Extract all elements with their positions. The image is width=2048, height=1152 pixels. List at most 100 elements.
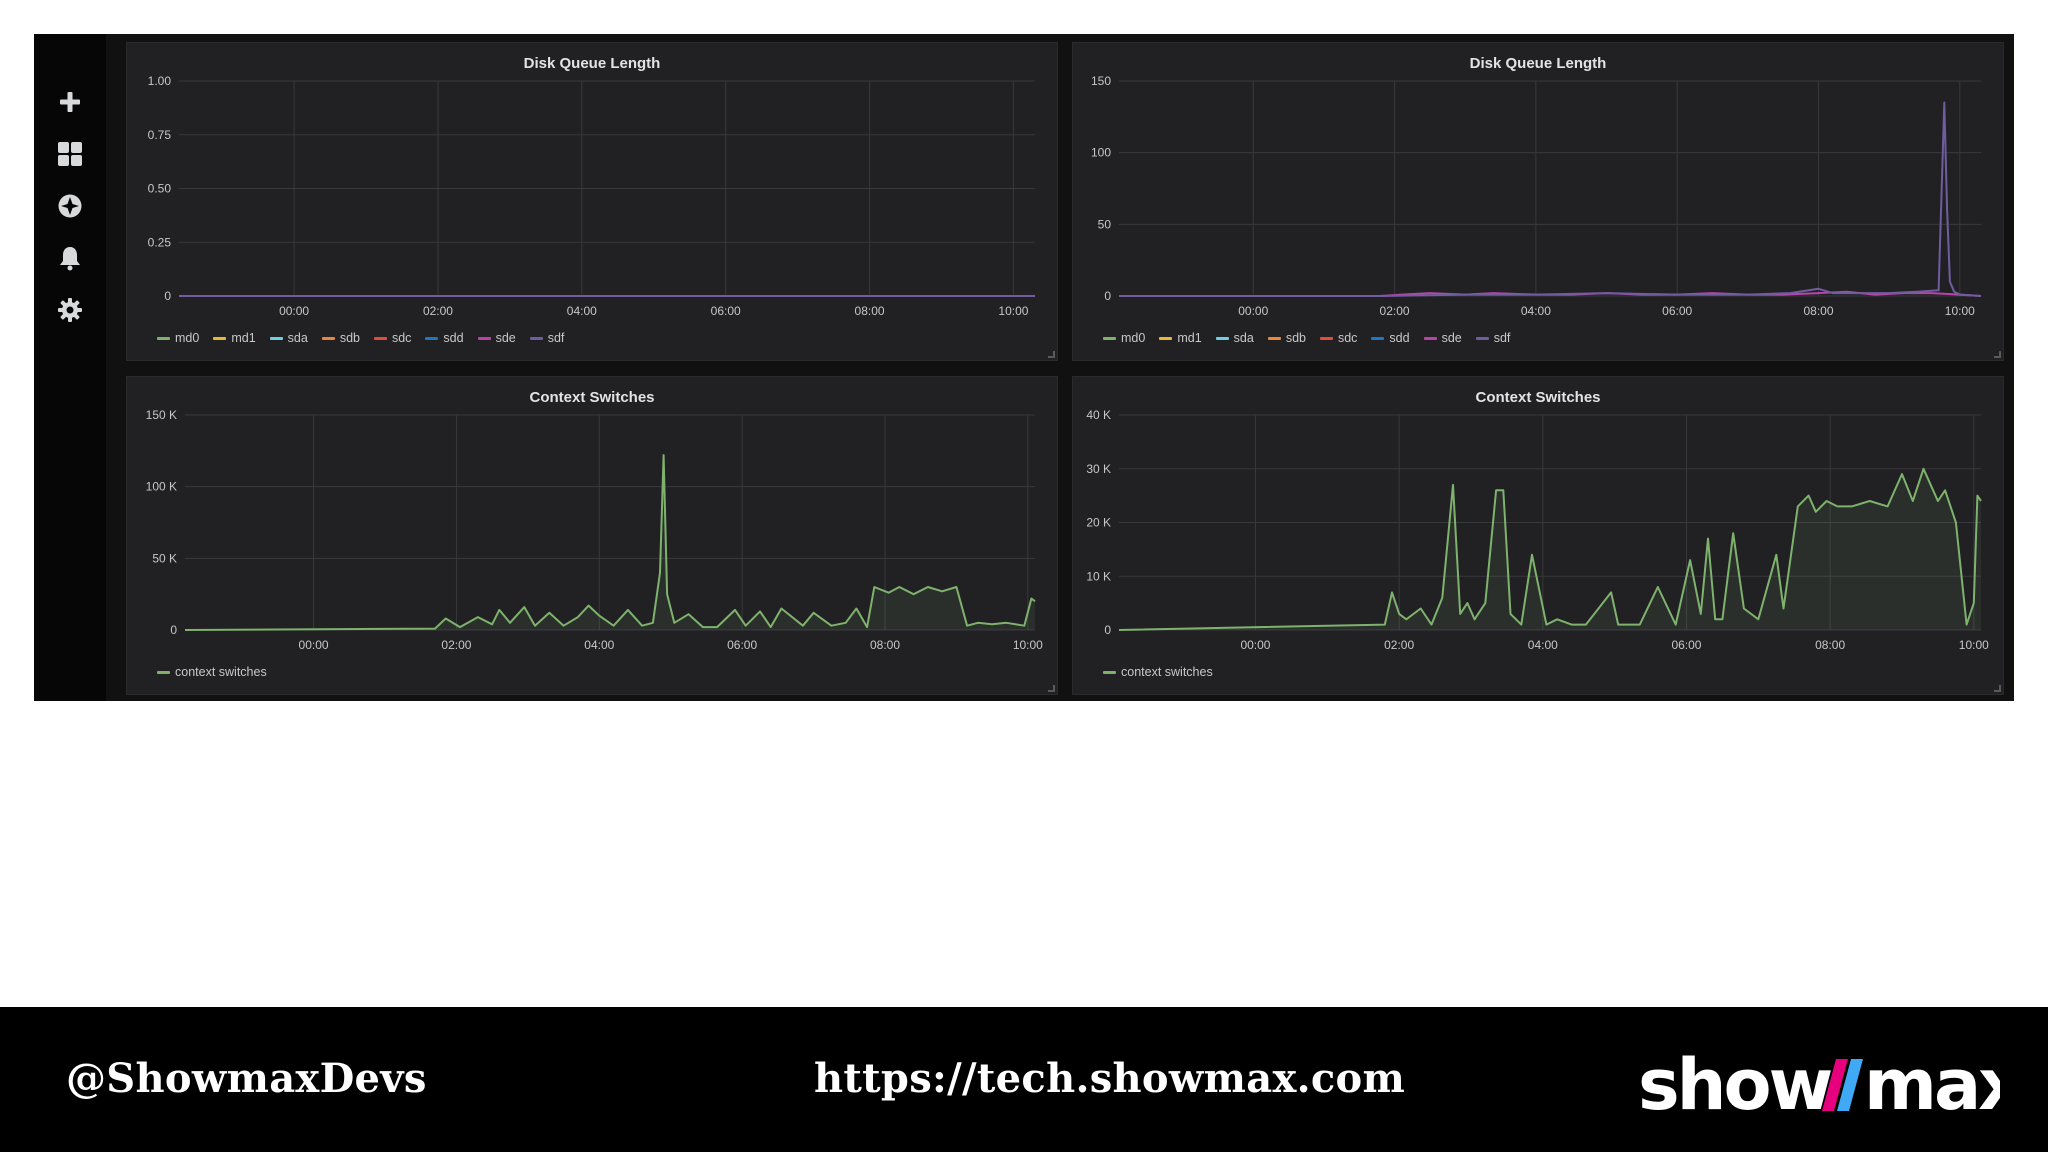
- legend-swatch: [1215, 336, 1229, 340]
- legend-label: sdd: [443, 331, 464, 345]
- legend-item-sdc[interactable]: sdc: [373, 331, 412, 345]
- x-tick-label: 10:00: [1945, 304, 1975, 318]
- x-tick-label: 02:00: [1380, 304, 1410, 318]
- legend-label: context switches: [175, 665, 267, 679]
- legend-label: md1: [231, 331, 256, 345]
- legend-label: sda: [287, 331, 308, 345]
- alerting-bell-icon[interactable]: [54, 242, 86, 274]
- legend-label: sdc: [1337, 331, 1358, 345]
- y-tick-label: 1.00: [148, 74, 172, 88]
- legend-swatch: [321, 336, 335, 340]
- series-line-context-switches[interactable]: [1118, 467, 1982, 631]
- x-tick-label: 04:00: [1528, 638, 1558, 652]
- panel-title[interactable]: Context Switches: [1475, 389, 1601, 406]
- x-tick-label: 00:00: [1240, 638, 1270, 652]
- logo-word-show: show: [1638, 1044, 1832, 1123]
- series-line-sdf[interactable]: [1119, 101, 1982, 297]
- x-tick-label: 00:00: [299, 638, 329, 652]
- y-tick-label: 50 K: [152, 551, 177, 565]
- legend-item-md0[interactable]: md0: [157, 331, 199, 345]
- twitter-handle[interactable]: @ShowmaxDevs: [66, 1055, 427, 1102]
- x-tick-label: 00:00: [1238, 304, 1268, 318]
- legend-item-sdc[interactable]: sdc: [1319, 331, 1358, 345]
- plus-icon[interactable]: [54, 86, 86, 118]
- legend-label: sdc: [391, 331, 412, 345]
- x-tick-label: 08:00: [1815, 638, 1845, 652]
- context-switches-chart-2: 0 10 K 20 K 30 K 40 K 00:00 02:00 04:00 06:00 08:…: [1086, 408, 1989, 652]
- x-tick-label: 02:00: [1384, 638, 1414, 652]
- panel-title[interactable]: Disk Queue Length: [1469, 55, 1607, 72]
- y-tick-label: 100: [1091, 146, 1111, 160]
- x-tick-label: 00:00: [279, 304, 309, 318]
- legend-item-md1[interactable]: md1: [213, 331, 256, 345]
- legend-item-sdd[interactable]: sdd: [425, 331, 464, 345]
- legend-label: md0: [1121, 331, 1146, 345]
- x-tick-label: 10:00: [1959, 638, 1989, 652]
- y-tick-label: 0.75: [148, 128, 172, 142]
- x-tick-label: 06:00: [1662, 304, 1692, 318]
- context-switches-chart-1: 0 50 K 100 K 150 K 00:00 02:00 04:00 06:00 08:00…: [146, 408, 1044, 652]
- series-area-fill: [1119, 468, 1981, 630]
- y-tick-label: 30 K: [1086, 462, 1111, 476]
- series-line-context-switches[interactable]: [184, 454, 1036, 631]
- panel-title[interactable]: Disk Queue Length: [523, 55, 661, 72]
- legend-item-sda[interactable]: sda: [1215, 331, 1254, 345]
- legend-item-sdf[interactable]: sdf: [1475, 331, 1510, 345]
- legend-item-sda[interactable]: sda: [269, 331, 308, 345]
- x-tick-label: 08:00: [870, 638, 900, 652]
- legend-item-md0[interactable]: md0: [1103, 331, 1145, 345]
- panel-context-switches-2[interactable]: Context Switches 0 10 K 20 K 30 K 40 K 00:00 0…: [1072, 376, 2004, 695]
- resize-handle[interactable]: [1994, 685, 2001, 692]
- panel-disk-queue-length-1[interactable]: Disk Queue Length 0 0.25 0.50 0.75 1.00 00:00…: [126, 42, 1058, 361]
- legend-swatch: [1319, 336, 1333, 340]
- panel-title[interactable]: Context Switches: [529, 389, 655, 406]
- legend-item-context-switches[interactable]: context switches: [1103, 665, 1213, 679]
- legend-item-sdb[interactable]: sdb: [321, 331, 360, 345]
- legend-label: md0: [175, 331, 200, 345]
- legend: md0 md1 sda sdb sdc sdd sde sdf: [157, 331, 564, 345]
- resize-handle[interactable]: [1048, 685, 1055, 692]
- x-tick-label: 06:00: [1671, 638, 1701, 652]
- footer-bar: @ShowmaxDevs https://tech.showmax.com sh…: [0, 1007, 2048, 1152]
- x-tick-label: 06:00: [727, 638, 757, 652]
- legend-item-context-switches[interactable]: context switches: [157, 665, 267, 679]
- website-link[interactable]: https://tech.showmax.com: [814, 1055, 1406, 1102]
- settings-gear-icon[interactable]: [54, 294, 86, 326]
- legend-swatch: [1475, 336, 1489, 340]
- legend-label: sdd: [1389, 331, 1410, 345]
- legend-item-md1[interactable]: md1: [1159, 331, 1202, 345]
- legend-label: sde: [1441, 331, 1462, 345]
- legend-swatch: [1371, 336, 1385, 340]
- legend-label: sdb: [339, 331, 360, 345]
- legend-label: context switches: [1121, 665, 1213, 679]
- y-tick-label: 20 K: [1086, 516, 1111, 530]
- y-tick-label: 10 K: [1086, 569, 1111, 583]
- y-tick-label: 0: [1104, 289, 1111, 303]
- x-tick-label: 04:00: [567, 304, 597, 318]
- legend: context switches: [157, 665, 267, 679]
- disk-queue-length-chart-2: 0 50 100 150 00:00 02:00 04:00 06:00 08:00 10:00: [1091, 74, 1982, 318]
- panel-context-switches-1[interactable]: Context Switches 0 50 K 100 K 150 K 00:00 02:…: [126, 376, 1058, 695]
- legend-label: sde: [495, 331, 516, 345]
- y-tick-label: 0: [164, 289, 171, 303]
- resize-handle[interactable]: [1048, 351, 1055, 358]
- legend-item-sdf[interactable]: sdf: [529, 331, 564, 345]
- resize-handle[interactable]: [1994, 351, 2001, 358]
- explore-icon[interactable]: [54, 190, 86, 222]
- legend-swatch: [1267, 336, 1281, 340]
- dashboards-icon[interactable]: [54, 138, 86, 170]
- x-tick-label: 04:00: [1521, 304, 1551, 318]
- x-tick-label: 02:00: [441, 638, 471, 652]
- y-tick-label: 0.50: [148, 182, 172, 196]
- logo-stripe-blue: [1837, 1059, 1863, 1111]
- panel-disk-queue-length-2[interactable]: Disk Queue Length 0 50 100 150 00:00 02:00 04:…: [1072, 42, 2004, 361]
- legend-item-sdd[interactable]: sdd: [1371, 331, 1410, 345]
- x-tick-label: 10:00: [998, 304, 1028, 318]
- showmax-logo: show max: [1638, 1044, 2000, 1123]
- legend-item-sde[interactable]: sde: [1423, 331, 1462, 345]
- y-tick-label: 50: [1098, 217, 1112, 231]
- y-tick-label: 0.25: [148, 235, 172, 249]
- y-tick-label: 100 K: [146, 480, 177, 494]
- legend-item-sde[interactable]: sde: [477, 331, 516, 345]
- legend-item-sdb[interactable]: sdb: [1267, 331, 1306, 345]
